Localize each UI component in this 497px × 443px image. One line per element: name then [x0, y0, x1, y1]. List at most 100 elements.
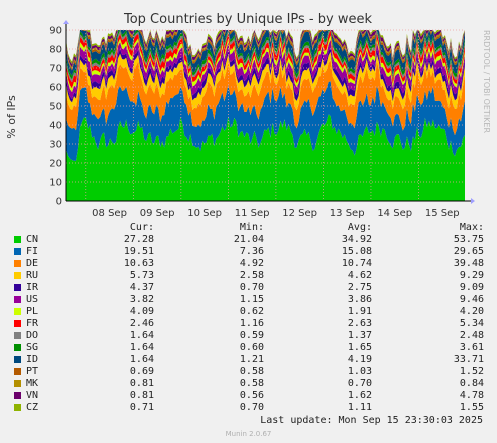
legend-name: CN: [26, 234, 39, 245]
legend-avg: 1.37: [347, 330, 372, 341]
col-min: Min:: [239, 222, 264, 233]
chart-svg: Top Countries by Unique IPs - by week % …: [5, 12, 491, 219]
axes: [63, 20, 475, 204]
legend-name: US: [26, 294, 39, 305]
x-tick-label: 12 Sep: [282, 208, 317, 219]
legend-min: 2.58: [239, 270, 264, 281]
y-tick-label: 20: [49, 159, 62, 170]
legend-avg: 1.91: [347, 306, 372, 317]
legend-max: 3.61: [459, 342, 484, 353]
legend-row-fi: FI 19.51 7.36 15.08 29.65: [0, 246, 497, 258]
legend-avg: 2.63: [347, 318, 372, 329]
legend-avg: 34.92: [341, 234, 372, 245]
legend-cur: 4.37: [129, 282, 154, 293]
legend-cur: 19.51: [123, 246, 154, 257]
legend-swatch: [14, 308, 21, 315]
x-tick-label: 14 Sep: [377, 208, 412, 219]
munin-version: Munin 2.0.67: [225, 430, 272, 438]
y-tick-label: 90: [49, 26, 62, 37]
legend-max: 39.48: [453, 258, 484, 269]
legend-avg: 1.65: [347, 342, 372, 353]
legend-swatch: [14, 236, 21, 243]
legend-row-us: US 3.82 1.15 3.86 9.46: [0, 294, 497, 306]
last-update: Last update: Mon Sep 15 23:30:03 2025: [260, 415, 483, 426]
x-tick-label: 08 Sep: [92, 208, 127, 219]
legend-avg: 1.62: [347, 390, 372, 401]
legend-min: 0.70: [239, 282, 264, 293]
y-tick-label: 80: [49, 45, 62, 56]
legend-swatch: [14, 320, 21, 327]
legend-name: CZ: [26, 402, 39, 413]
x-tick-label: 10 Sep: [187, 208, 222, 219]
x-ticks: 08 Sep 09 Sep 10 Sep 11 Sep 12 Sep 13 Sep 14 S…: [92, 208, 459, 219]
legend-max: 9.29: [459, 270, 484, 281]
legend-swatch: [14, 356, 21, 363]
x-tick-label: 13 Sep: [330, 208, 365, 219]
legend-row-ir: IR 4.37 0.70 2.75 9.09: [0, 282, 497, 294]
col-max: Max:: [459, 222, 484, 233]
legend-row-cz: CZ 0.71 0.70 1.11 1.55: [0, 402, 497, 414]
legend-avg: 2.75: [347, 282, 372, 293]
legend-cur: 1.64: [129, 354, 154, 365]
legend-row-fr: FR 2.46 1.16 2.63 5.34: [0, 318, 497, 330]
legend-swatch: [14, 272, 21, 279]
area-ru: [66, 51, 465, 111]
legend-cur: 10.63: [123, 258, 154, 269]
rrdtool-credit: RRDTOOL / TOBI OETIKER: [482, 30, 491, 133]
legend-row-do: DO 1.64 0.59 1.37 2.48: [0, 330, 497, 342]
x-tick-label: 11 Sep: [235, 208, 270, 219]
legend-row-pl: PL 4.09 0.62 1.91 4.20: [0, 306, 497, 318]
y-tick-label: 40: [49, 121, 62, 132]
legend-min: 1.21: [239, 354, 264, 365]
stacked-areas: [66, 30, 465, 201]
legend-row-pt: PT 0.69 0.58 1.03 1.52: [0, 366, 497, 378]
legend-max: 5.34: [459, 318, 484, 329]
legend-name: RU: [26, 270, 39, 281]
legend-min: 7.36: [239, 246, 264, 257]
y-tick-label: 0: [56, 197, 62, 208]
legend-cur: 1.64: [129, 330, 154, 341]
legend-min: 0.58: [239, 378, 264, 389]
legend-min: 0.70: [239, 402, 264, 413]
legend-max: 1.52: [459, 366, 484, 377]
legend-swatch: [14, 260, 21, 267]
legend-cur: 0.81: [129, 390, 154, 401]
x-axis-arrow: [471, 198, 475, 204]
y-tick-label: 60: [49, 83, 62, 94]
legend-cur: 1.64: [129, 342, 154, 353]
legend-max: 33.71: [453, 354, 484, 365]
legend-row-de: DE 10.63 4.92 10.74 39.48: [0, 258, 497, 270]
legend-cur: 2.46: [129, 318, 154, 329]
legend-name: FR: [26, 318, 39, 329]
legend-avg: 10.74: [341, 258, 372, 269]
y-tick-label: 30: [49, 140, 62, 151]
legend-cur: 0.81: [129, 378, 154, 389]
legend-swatch: [14, 296, 21, 303]
legend-min: 21.04: [233, 234, 264, 245]
x-tick-label: 15 Sep: [425, 208, 460, 219]
legend-min: 0.56: [239, 390, 264, 401]
legend-cur: 5.73: [129, 270, 154, 281]
legend-cur: 3.82: [129, 294, 154, 305]
legend-max: 29.65: [453, 246, 484, 257]
legend-name: DO: [26, 330, 39, 341]
area-de: [66, 60, 465, 136]
area-fi: [66, 81, 465, 161]
legend-max: 4.20: [459, 306, 484, 317]
legend-max: 53.75: [453, 234, 484, 245]
legend-avg: 3.86: [347, 294, 372, 305]
legend-avg: 15.08: [341, 246, 372, 257]
legend-max: 9.46: [459, 294, 484, 305]
legend-avg: 0.70: [347, 378, 372, 389]
legend-swatch: [14, 368, 21, 375]
legend-swatch: [14, 380, 21, 387]
legend-avg: 1.03: [347, 366, 372, 377]
y-axis-label: % of IPs: [5, 95, 18, 139]
legend-min: 4.92: [239, 258, 264, 269]
legend-max: 2.48: [459, 330, 484, 341]
y-tick-label: 50: [49, 102, 62, 113]
legend-name: ID: [26, 354, 39, 365]
legend-cur: 0.71: [129, 402, 154, 413]
legend-max: 0.84: [459, 378, 484, 389]
legend-max: 1.55: [459, 402, 484, 413]
